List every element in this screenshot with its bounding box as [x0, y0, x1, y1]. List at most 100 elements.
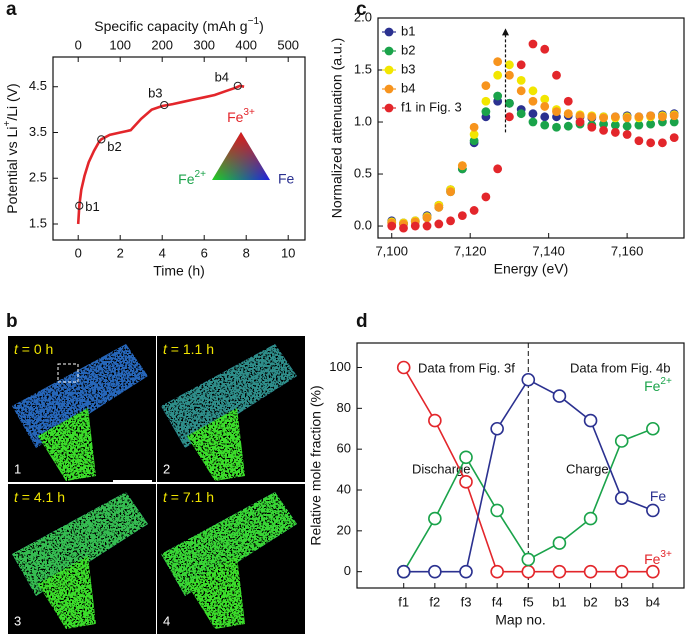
x-tick-label: 8 [243, 245, 250, 260]
data-point [490, 564, 504, 579]
point-label: b3 [148, 85, 162, 100]
data-point [387, 221, 397, 231]
data-point [434, 202, 444, 212]
x-tick-label: 10 [281, 245, 295, 260]
tile-number: 4 [163, 613, 170, 628]
legend-marker [384, 65, 394, 75]
data-point [552, 564, 567, 579]
data-point [587, 112, 597, 122]
data-point [505, 112, 514, 122]
text-part: ) [259, 18, 264, 34]
data-point [516, 86, 526, 96]
data-point [646, 119, 656, 129]
tile-number: 2 [163, 461, 170, 476]
x2-tick-label: 200 [151, 37, 173, 52]
data-point [493, 91, 503, 101]
y-axis-label: Relative mole fraction (%) [308, 385, 324, 545]
x-tick-label: b1 [552, 594, 566, 609]
series-label: Fe2+ [644, 376, 672, 394]
data-point [587, 122, 597, 132]
y-tick-label: 0.5 [354, 165, 372, 180]
data-point [658, 112, 667, 122]
data-point [505, 70, 514, 80]
text-part: /Li (V) [4, 83, 20, 120]
data-point [540, 112, 550, 122]
data-point [521, 564, 536, 579]
particle-green-band [161, 492, 297, 596]
data-point [646, 138, 656, 148]
data-point [399, 223, 408, 233]
x2-tick-label: 400 [235, 37, 257, 52]
panel-label: a [6, 0, 17, 20]
curve [76, 84, 245, 225]
data-point [599, 125, 608, 135]
data-point [481, 107, 491, 117]
state-point [75, 201, 84, 210]
time-label: t = 7.1 h [163, 489, 214, 505]
tile-number: 1 [14, 461, 21, 476]
data-point [469, 130, 479, 139]
y-tick-label: 100 [329, 359, 351, 374]
data-point [646, 564, 660, 579]
image-content [12, 492, 148, 629]
y-tick-label: 60 [337, 441, 351, 456]
series-label: Fe [650, 488, 667, 504]
text-part: t [163, 341, 168, 357]
text-part: Fe [644, 551, 661, 567]
text-part: Fe [227, 109, 244, 125]
legend-label: Fe [278, 171, 295, 187]
data-point [669, 111, 679, 121]
text-part: + [2, 121, 13, 127]
x-tick-label: b4 [646, 594, 660, 609]
data-point [646, 503, 660, 518]
data-point [459, 450, 473, 465]
data-point [481, 81, 491, 91]
point-label: b4 [215, 69, 229, 84]
particle-green-band [161, 344, 297, 448]
data-point [622, 130, 632, 139]
y-tick-label: 3.5 [29, 124, 47, 139]
data-point [563, 109, 573, 119]
data-point [469, 122, 479, 132]
data-point [552, 122, 561, 132]
data-point [563, 96, 573, 106]
y-tick-label: 40 [337, 481, 351, 496]
data-point [457, 161, 467, 171]
arrow-head [502, 28, 509, 36]
x-tick-label: 7,100 [375, 243, 408, 258]
annotation: Data from Fig. 4b [570, 360, 670, 375]
data-point [481, 192, 491, 202]
region-box [57, 363, 79, 383]
x2-axis-label: Specific capacity (mAh g−1) [94, 16, 263, 34]
y-tick-label: 1.5 [29, 215, 47, 230]
data-point [528, 96, 538, 106]
data-point [434, 219, 444, 229]
text-part: Fe [178, 171, 195, 187]
data-point [646, 421, 660, 436]
data-point [446, 216, 455, 226]
text-part: −1 [248, 16, 260, 27]
data-point [634, 112, 644, 122]
data-point [540, 94, 550, 104]
data-point [410, 221, 420, 231]
data-point [528, 86, 538, 96]
data-point [583, 413, 598, 428]
panel-label: b [6, 311, 18, 332]
y-tick-label: 80 [337, 400, 351, 415]
legend-marker [384, 103, 394, 113]
data-point [669, 117, 679, 127]
data-point [422, 213, 432, 223]
y-tick-label: 2.0 [354, 9, 372, 24]
data-point [428, 511, 442, 526]
data-point [505, 60, 514, 70]
data-point [428, 564, 442, 579]
data-point [422, 221, 432, 231]
image-content [161, 492, 297, 629]
data-point [481, 96, 491, 106]
y-axis-label: Potential vs Li+/Li (V) [2, 83, 20, 213]
y-tick-label: 2.5 [29, 170, 47, 185]
text-part: = 0 h [18, 341, 53, 357]
legend-marker [384, 27, 394, 37]
data-point [552, 389, 567, 403]
